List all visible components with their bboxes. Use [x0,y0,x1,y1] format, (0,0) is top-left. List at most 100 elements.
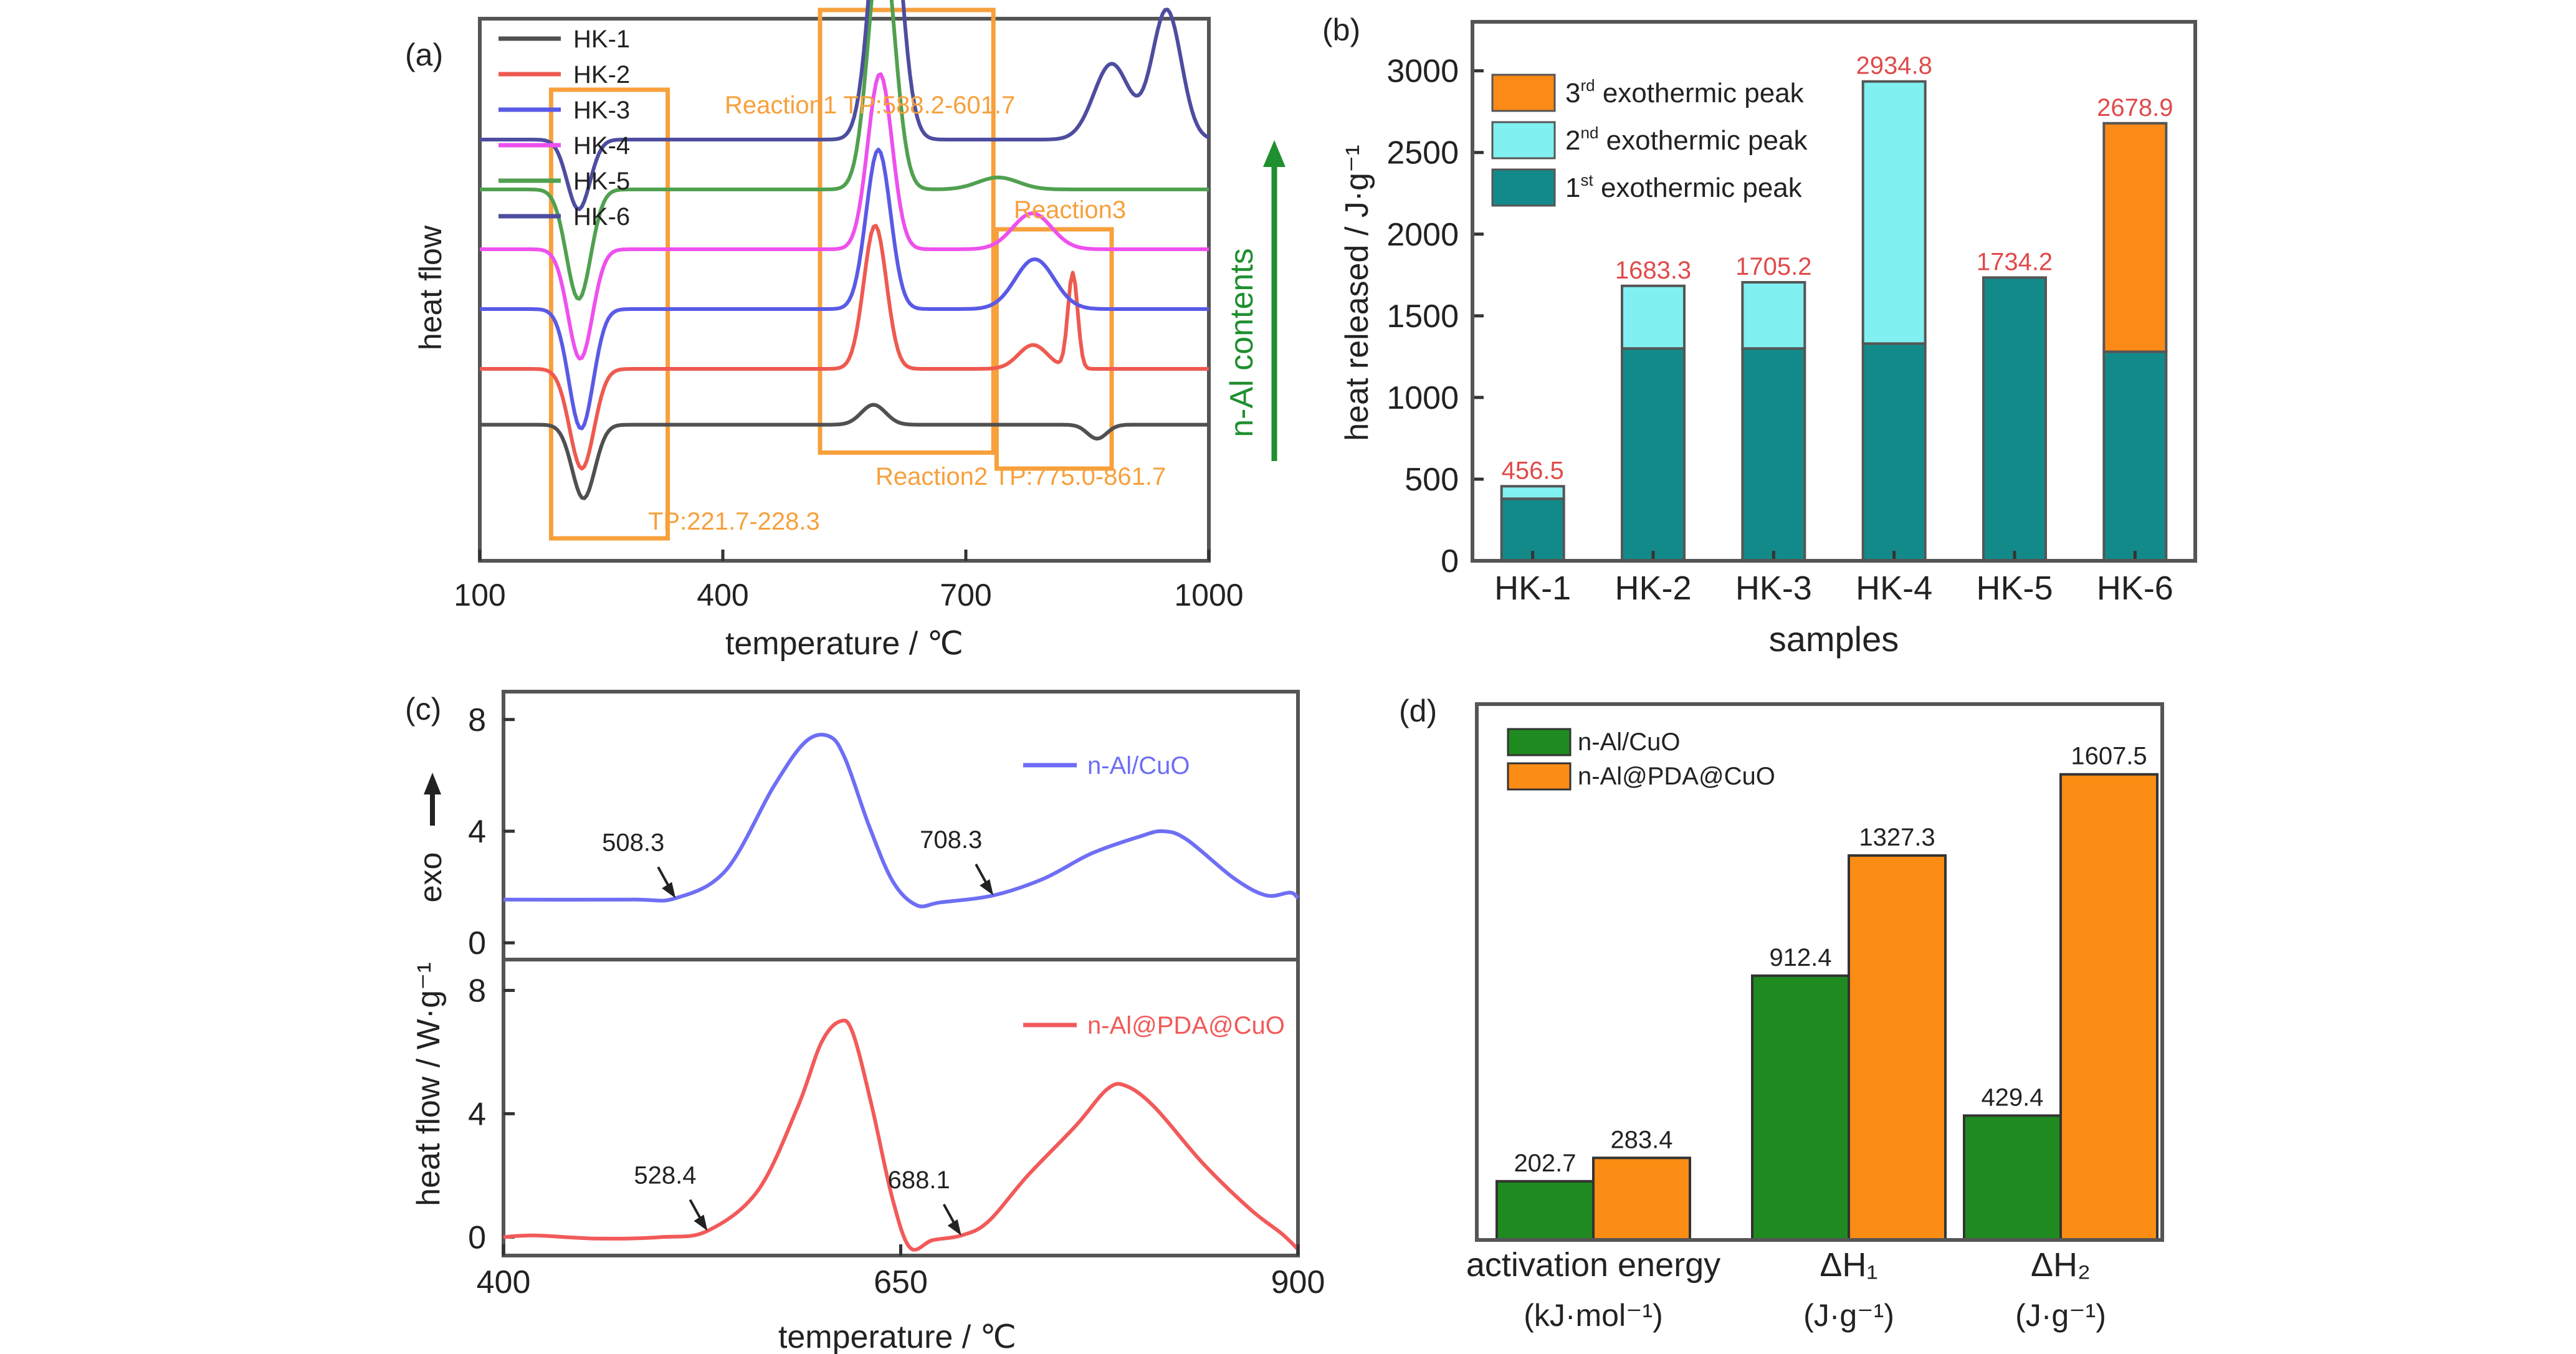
panel-a-box2-label: Reaction1 TP:588.2-601.7 [725,92,1015,119]
panel-c-content: 0 4 8 n-Al/CuO 508.3 708.3 0 4 8 n-Al@PDA@CuO 528.… [468,702,1325,1300]
panel-a-box3-label: Reaction2 TP:775.0-861.7 [875,463,1166,490]
panel-d-category-name: activation energy [1466,1246,1720,1284]
panel-b-bar-hk-4-peak2 [1861,80,1927,345]
panel-b-label: (b) [1322,12,1360,47]
panel-d-label: (d) [1399,694,1437,728]
panel-a-x-tick-label: 1000 [1174,578,1243,613]
panel-b-axes: 0 500 1000 1500 2000 2500 3000 [1386,54,1484,579]
panel-c-y-tick-label: 8 [468,702,486,738]
panel-b-y-tick-label: 0 [1441,543,1459,579]
panel-b-total-label: 1683.3 [1615,257,1691,284]
panel-d-bar-n-al-cuo-0 [1496,1180,1595,1241]
panel-a-curve-hk-2 [480,224,1209,470]
panel-d-value-label: 283.4 [1610,1126,1672,1153]
panel-c-x-axis-title: temperature / ℃ [778,1319,1016,1354]
panel-d-bar-n-al-pda-cuo-2 [2059,773,2159,1241]
panel-b-legend-label: 1st exothermic peak [1565,171,1803,203]
panel-b-category-label: HK-6 [2097,570,2173,607]
panel-b-legend: 3rd exothermic peak 2nd exothermic peak 1s… [1491,74,1808,207]
panel-d-bar-n-al-pda-cuo-1 [1848,854,1947,1241]
panel-a-box-reaction1 [818,7,996,455]
panel-a-legend-label: HK-6 [573,203,630,231]
panel-c-x-tick-label: 650 [874,1264,928,1300]
panel-a-legend-label: HK-4 [573,132,630,160]
panel-b-total-label: 1734.2 [1977,248,2053,275]
panel-a-plot-frame [478,17,1211,563]
panel-b-y-tick-label: 1500 [1386,298,1459,335]
panel-b-total-label: 2934.8 [1856,52,1932,80]
panel-c-heat-flow: (c) 0 4 8 n-Al/CuO 508.3 708.3 0 4 8 n-Al@PDA@CuO… [405,690,1325,1354]
panel-a-legend: HK-1 HK-2 HK-3 HK-4 HK-5 HK-6 [499,26,630,231]
panel-c-onset-arrowhead [980,879,994,895]
panel-c-y-axis-title: heat flow / W·g⁻¹ [411,962,447,1206]
panel-d-value-label: 202.7 [1514,1150,1576,1177]
panel-a-dsc-curves: (a) 100 400 700 1000 HK-1HK-2HK-3HK-4HK-5HK… [405,0,1286,662]
panel-c-x-tick-label: 400 [477,1264,531,1300]
panel-c-y-tick-label: 4 [468,1096,486,1132]
panel-b-bar-hk-4-peak1 [1861,342,1927,562]
panel-b-x-axis-title: samples [1769,619,1899,659]
panel-a-highlight-boxes [548,7,1114,541]
panel-c-legend-label: n-Al/CuO [1087,752,1190,780]
panel-b-y-tick-label: 1000 [1386,380,1459,416]
panel-c-onset-arrowhead [662,882,676,899]
panel-c-curve-n-al-cuo [503,733,1300,908]
exo-arrow-head [424,773,441,794]
panel-d-legend-swatch [1507,728,1572,756]
panel-b-y-tick-label: 500 [1405,462,1459,498]
panel-a-x-tick-label: 700 [940,578,991,613]
panel-a-legend-label: HK-3 [573,97,630,124]
panel-c-x-tick-label: 900 [1271,1264,1325,1300]
panel-d-legend-label: n-Al/CuO [1578,728,1681,756]
panel-b-total-label: 456.5 [1502,457,1564,484]
panel-c-label: (c) [405,692,441,727]
panel-c-onset-label: 528.4 [634,1161,696,1189]
panel-b-bar-hk-1-peak2 [1500,485,1565,500]
panel-b-category-label: HK-3 [1735,570,1812,607]
panel-c-onset-arrowhead [694,1214,708,1231]
panel-c-legend-label: n-Al@PDA@CuO [1087,1012,1285,1039]
panel-a-x-axis-title: temperature / ℃ [725,626,963,662]
panel-a-curve-hk-4 [480,72,1209,361]
panel-c-onset-label: 508.3 [602,829,664,856]
panel-d-legend-label: n-Al@PDA@CuO [1578,763,1775,790]
panel-a-curve-hk-5 [480,0,1209,301]
panel-b-y-tick-label: 3000 [1386,54,1459,90]
panel-d-category-labels: activation energy (kJ·mol⁻¹) ΔH₁ (J·g⁻¹) ΔH₂… [1466,1246,2106,1333]
panel-b-category-label: HK-1 [1494,570,1571,607]
panel-d-plot-frame [1475,702,2164,1242]
panel-d-legend-swatch [1507,762,1572,791]
panel-b-legend-swatch [1491,168,1556,207]
panel-c-y-tick-label: 4 [468,814,486,850]
panel-b-bar-hk-3-peak1 [1741,347,1806,562]
panel-c-exo-label: exo [413,852,448,903]
panel-a-x-tick-label: 100 [454,578,505,613]
panel-b-y-tick-label: 2500 [1386,135,1459,171]
panel-d-bar-n-al-cuo-1 [1751,974,1850,1241]
panel-a-box-reaction2 [994,227,1114,471]
panel-d-value-label: 1327.3 [1859,824,1935,851]
panel-b-legend-swatch [1491,74,1556,112]
panel-a-curve-hk-1 [480,403,1209,500]
panel-b-bar-hk-2-peak1 [1621,347,1686,562]
panel-d-legend: n-Al/CuO n-Al@PDA@CuO [1507,728,1775,791]
panel-c-y-tick-label: 0 [468,925,486,961]
panel-d-category-name: ΔH₁ [1820,1246,1877,1284]
panel-b-bars: 456.5 HK-1 1683.3 HK-2 1705.2 HK-3 2934.8 HK-4 1… [1494,52,2173,607]
panel-a-y-axis-title: heat flow [413,225,448,350]
panel-b-heat-released: (b) 0 500 1000 1500 2000 2500 3000 456.5 HK-1 16… [1322,12,2197,659]
panel-d-value-label: 1607.5 [2071,743,2147,770]
panel-b-plot-frame [1471,20,2197,563]
panel-a-legend-label: HK-1 [573,26,630,53]
panel-d-category-unit: (J·g⁻¹) [1803,1298,1894,1333]
panel-c-onset-label: 688.1 [888,1166,950,1194]
panel-a-x-ticks: 100 400 700 1000 [454,550,1244,613]
panel-a-x-tick-label: 400 [697,578,748,613]
panel-d-bars: 202.7 283.4 912.4 1327.3 429.4 1607.5 [1496,743,2159,1242]
panel-b-y-axis-title: heat released / J·g⁻¹ [1339,145,1375,441]
panel-a-curve-hk-3 [480,148,1209,431]
panel-d-category-unit: (kJ·mol⁻¹) [1524,1298,1663,1333]
panel-a-curves [480,0,1210,500]
panel-a-curve-hk-6 [480,0,1210,211]
